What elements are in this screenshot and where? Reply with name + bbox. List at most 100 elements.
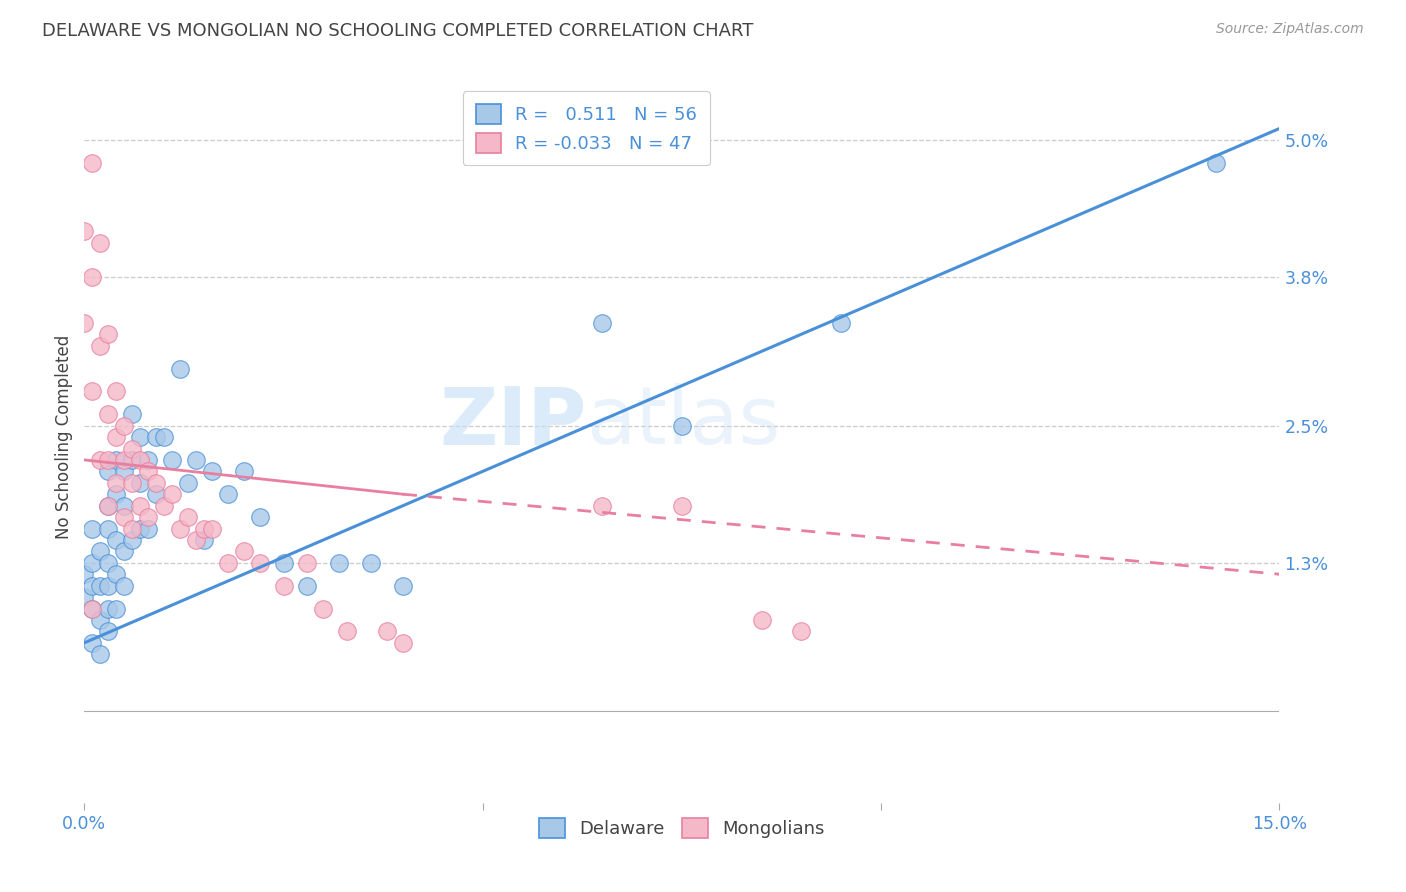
Point — [112, 499, 135, 513]
Point — [273, 556, 295, 570]
Point — [112, 510, 135, 524]
Point — [97, 499, 120, 513]
Point — [89, 235, 111, 250]
Point — [105, 487, 128, 501]
Point — [121, 407, 143, 421]
Point — [184, 453, 207, 467]
Point — [121, 442, 143, 456]
Point — [136, 510, 159, 524]
Point — [193, 533, 215, 547]
Point — [129, 453, 152, 467]
Point — [145, 475, 167, 490]
Point — [121, 475, 143, 490]
Point — [751, 613, 773, 627]
Point — [217, 556, 239, 570]
Point — [105, 384, 128, 399]
Point — [97, 521, 120, 535]
Point — [112, 464, 135, 478]
Point — [591, 316, 613, 330]
Point — [790, 624, 813, 639]
Point — [201, 521, 224, 535]
Point — [73, 567, 96, 582]
Point — [89, 544, 111, 558]
Point — [82, 601, 104, 615]
Point — [136, 453, 159, 467]
Point — [112, 579, 135, 593]
Point — [153, 499, 176, 513]
Point — [105, 533, 128, 547]
Point — [360, 556, 382, 570]
Point — [97, 624, 120, 639]
Point — [73, 224, 96, 238]
Point — [336, 624, 359, 639]
Point — [1205, 155, 1227, 169]
Point — [105, 567, 128, 582]
Point — [177, 475, 200, 490]
Y-axis label: No Schooling Completed: No Schooling Completed — [55, 335, 73, 539]
Point — [97, 579, 120, 593]
Point — [671, 499, 693, 513]
Point — [232, 464, 254, 478]
Point — [392, 636, 415, 650]
Point — [129, 475, 152, 490]
Point — [169, 361, 191, 376]
Point — [112, 453, 135, 467]
Point — [273, 579, 295, 593]
Point — [73, 316, 96, 330]
Point — [169, 521, 191, 535]
Point — [112, 418, 135, 433]
Point — [97, 464, 120, 478]
Point — [591, 499, 613, 513]
Point — [82, 270, 104, 285]
Text: ZIP: ZIP — [439, 384, 586, 461]
Point — [830, 316, 852, 330]
Point — [328, 556, 350, 570]
Point — [392, 579, 415, 593]
Point — [89, 613, 111, 627]
Text: DELAWARE VS MONGOLIAN NO SCHOOLING COMPLETED CORRELATION CHART: DELAWARE VS MONGOLIAN NO SCHOOLING COMPL… — [42, 22, 754, 40]
Point — [89, 338, 111, 352]
Point — [297, 556, 319, 570]
Point — [145, 487, 167, 501]
Point — [105, 601, 128, 615]
Point — [184, 533, 207, 547]
Point — [145, 430, 167, 444]
Point — [97, 407, 120, 421]
Point — [97, 556, 120, 570]
Point — [97, 601, 120, 615]
Point — [129, 521, 152, 535]
Point — [136, 464, 159, 478]
Point — [129, 499, 152, 513]
Point — [217, 487, 239, 501]
Point — [177, 510, 200, 524]
Point — [82, 155, 104, 169]
Point — [112, 544, 135, 558]
Point — [105, 430, 128, 444]
Point — [375, 624, 398, 639]
Point — [73, 590, 96, 604]
Point — [312, 601, 335, 615]
Point — [160, 453, 183, 467]
Point — [89, 647, 111, 661]
Legend: Delaware, Mongolians: Delaware, Mongolians — [531, 811, 832, 845]
Point — [97, 453, 120, 467]
Point — [249, 556, 271, 570]
Point — [121, 521, 143, 535]
Point — [121, 533, 143, 547]
Point — [89, 453, 111, 467]
Point — [121, 453, 143, 467]
Point — [136, 521, 159, 535]
Point — [82, 556, 104, 570]
Point — [97, 499, 120, 513]
Point — [82, 601, 104, 615]
Point — [297, 579, 319, 593]
Point — [82, 579, 104, 593]
Point — [232, 544, 254, 558]
Point — [89, 579, 111, 593]
Point — [193, 521, 215, 535]
Point — [82, 521, 104, 535]
Point — [671, 418, 693, 433]
Point — [82, 636, 104, 650]
Text: Source: ZipAtlas.com: Source: ZipAtlas.com — [1216, 22, 1364, 37]
Point — [105, 475, 128, 490]
